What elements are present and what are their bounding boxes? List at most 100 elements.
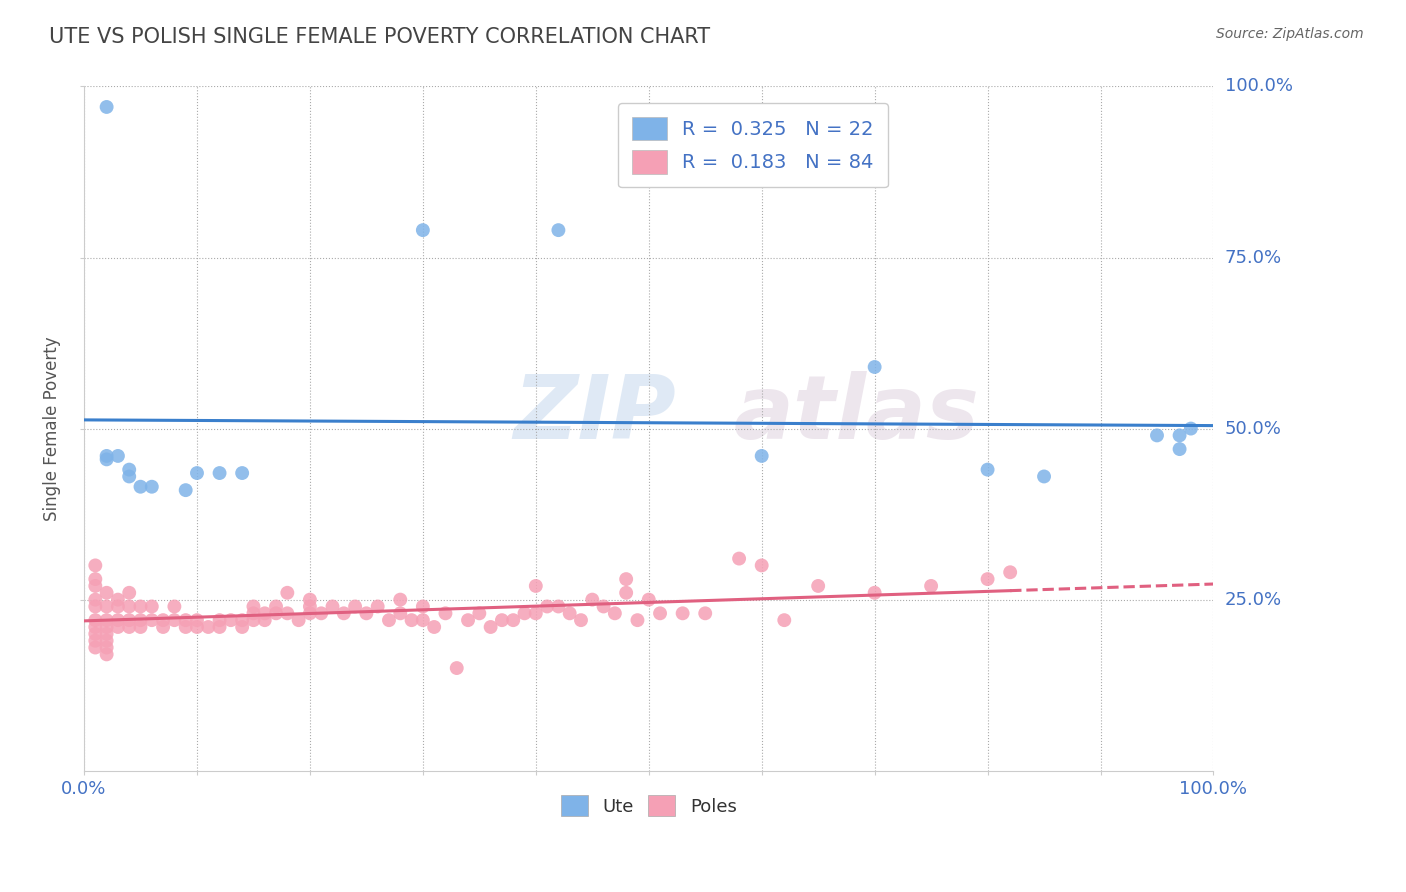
Point [1180,421,1202,435]
Point [547,223,569,237]
Point [253,607,276,621]
Point [186,613,208,627]
Point [84,633,107,648]
Text: ZIP: ZIP [513,371,676,458]
Point [298,599,321,614]
Legend: Ute, Poles: Ute, Poles [554,788,744,823]
Point [648,607,671,621]
Point [581,592,603,607]
Point [863,359,886,374]
Point [367,599,389,614]
Point [751,558,773,573]
Point [163,599,186,614]
Point [96,633,118,648]
Point [118,613,141,627]
Point [333,607,356,621]
Point [412,223,434,237]
Point [672,607,695,621]
Point [695,607,717,621]
Text: UTE VS POLISH SINGLE FEMALE POVERTY CORRELATION CHART: UTE VS POLISH SINGLE FEMALE POVERTY CORR… [49,27,710,46]
Point [84,613,107,627]
Point [264,607,287,621]
Point [163,613,186,627]
Point [118,586,141,600]
Point [446,661,468,675]
Point [276,607,298,621]
Point [118,599,141,614]
Point [773,613,796,627]
Point [569,613,592,627]
Point [614,586,637,600]
Point [412,599,434,614]
Point [321,599,343,614]
Text: 50.0%: 50.0% [1225,419,1281,438]
Point [231,613,253,627]
Point [107,449,129,463]
Point [513,607,536,621]
Point [96,586,118,600]
Point [626,613,648,627]
Point [287,613,309,627]
Point [524,579,547,593]
Point [96,452,118,467]
Point [141,599,163,614]
Point [231,620,253,634]
Point [423,620,446,634]
Point [84,558,107,573]
Point [976,572,998,586]
Point [96,100,118,114]
Point [107,613,129,627]
Point [298,592,321,607]
Point [231,466,253,480]
Point [242,599,264,614]
Point [502,613,524,627]
Point [84,627,107,641]
Point [96,613,118,627]
Point [197,620,219,634]
Point [751,449,773,463]
Point [976,462,998,476]
Point [186,466,208,480]
Point [468,607,491,621]
Point [298,607,321,621]
Point [389,607,412,621]
Point [152,620,174,634]
Point [152,613,174,627]
Point [491,613,513,627]
Point [129,620,152,634]
Point [84,572,107,586]
Point [84,592,107,607]
Point [1033,469,1056,483]
Text: Source: ZipAtlas.com: Source: ZipAtlas.com [1216,27,1364,41]
Text: 25.0%: 25.0% [1225,591,1282,608]
Point [547,599,569,614]
Point [378,613,401,627]
Y-axis label: Single Female Poverty: Single Female Poverty [44,336,60,521]
Point [309,607,332,621]
Point [401,613,423,627]
Point [96,620,118,634]
Point [186,620,208,634]
Point [728,551,751,566]
Point [96,599,118,614]
Point [389,592,412,607]
Point [107,620,129,634]
Point [1168,428,1191,442]
Point [84,579,107,593]
Point [434,607,457,621]
Point [174,613,197,627]
Point [96,627,118,641]
Point [84,620,107,634]
Point [637,592,659,607]
Point [998,566,1021,580]
Point [1146,428,1168,442]
Point [174,620,197,634]
Point [558,607,581,621]
Point [129,480,152,494]
Point [118,620,141,634]
Point [129,613,152,627]
Point [807,579,830,593]
Point [84,640,107,655]
Point [141,480,163,494]
Point [96,648,118,662]
